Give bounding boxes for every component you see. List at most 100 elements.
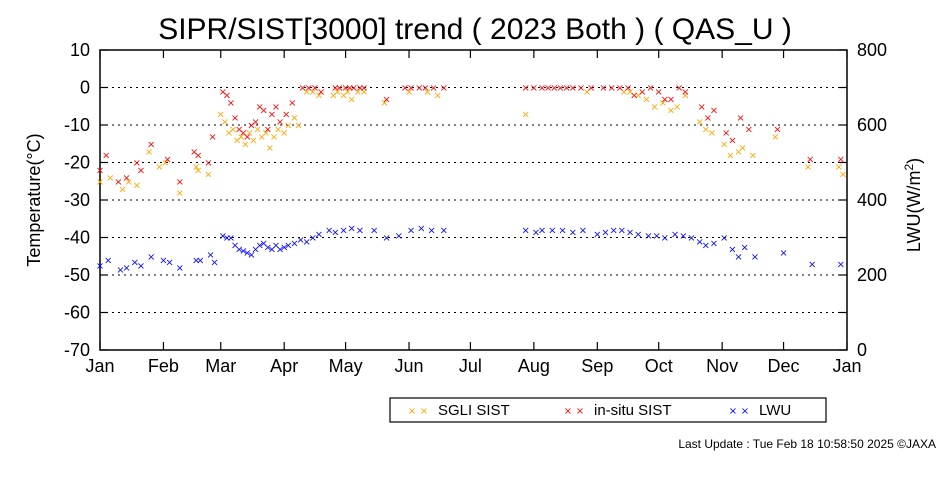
data-point: × (751, 252, 759, 263)
data-point: × (243, 248, 251, 259)
data-point: × (268, 244, 276, 255)
y-tick-label: -30 (64, 190, 90, 210)
data-point: × (659, 98, 667, 109)
data-point: × (245, 128, 253, 139)
data-point: × (309, 87, 317, 98)
data-point: × (356, 226, 364, 237)
x-tick-label: Apr (270, 356, 298, 376)
data-point: × (288, 98, 296, 109)
data-point: × (579, 226, 587, 237)
data-point: × (247, 250, 255, 261)
data-point: × (192, 162, 200, 173)
legend-box (389, 397, 827, 423)
data-point: × (804, 162, 812, 173)
chart-title: SIPR/SIST[3000] trend ( 2023 Both ) ( QA… (158, 13, 792, 46)
legend-marker: × (741, 406, 749, 417)
data-point: × (593, 229, 601, 240)
data-point: × (114, 177, 122, 188)
data-point: × (217, 109, 225, 120)
data-point: × (96, 177, 104, 188)
data-point: × (710, 106, 718, 117)
data-point: × (630, 91, 638, 102)
data-point: × (440, 226, 448, 237)
data-point: × (192, 256, 200, 267)
data-point: × (745, 124, 753, 135)
data-point: × (161, 158, 169, 169)
data-point: × (276, 117, 284, 128)
data-point: × (642, 94, 650, 105)
data-point: × (122, 173, 130, 184)
data-point: × (270, 132, 278, 143)
data-point: × (806, 154, 814, 165)
data-point: × (122, 263, 130, 274)
legend-marker: × (576, 406, 584, 417)
data-point: × (749, 151, 757, 162)
legend-marker: × (408, 406, 416, 417)
data-point: × (407, 83, 415, 94)
data-point: × (634, 229, 642, 240)
data-point: × (839, 169, 847, 180)
data-point: × (106, 173, 114, 184)
data-point: × (544, 83, 552, 94)
x-tick-label: Oct (645, 356, 673, 376)
left-y-axis: 10 0 -10 -20 -30 -40 -50 -60 -70 (64, 40, 847, 360)
right-axis-label-close: ) (904, 158, 924, 164)
data-point: × (331, 83, 339, 94)
data-point: × (260, 239, 268, 250)
data-point: × (155, 162, 163, 173)
data-point: × (380, 98, 388, 109)
data-point: × (264, 124, 272, 135)
data-point: × (147, 139, 155, 150)
data-point: × (726, 151, 734, 162)
data-point: × (382, 233, 390, 244)
x-tick-label: May (329, 356, 363, 376)
y-tick-label: -20 (64, 153, 90, 173)
data-point: × (587, 83, 595, 94)
data-point: × (159, 256, 167, 267)
data-point: × (290, 113, 298, 124)
data-point: × (421, 83, 429, 94)
data-point: × (233, 136, 241, 147)
data-point: × (354, 87, 362, 98)
data-point: × (133, 158, 141, 169)
data-point: × (401, 83, 409, 94)
data-point: × (257, 132, 265, 143)
data-point: × (722, 128, 730, 139)
data-point: × (356, 83, 364, 94)
data-point: × (204, 169, 212, 180)
data-point: × (331, 227, 339, 238)
data-point: × (734, 252, 742, 263)
data-point: × (773, 124, 781, 135)
data-point: × (204, 158, 212, 169)
data-point: × (740, 242, 748, 253)
data-point: × (370, 226, 378, 237)
data-point: × (736, 113, 744, 124)
data-point: × (210, 257, 218, 268)
data-point: × (771, 132, 779, 143)
data-point: × (646, 83, 654, 94)
data-point: × (440, 83, 448, 94)
y-tick-label: -60 (64, 303, 90, 323)
data-point: × (697, 102, 705, 113)
legend-label: SGLI SIST (438, 402, 510, 419)
data-point: × (251, 117, 259, 128)
data-point: × (227, 98, 235, 109)
data-point: × (272, 241, 280, 252)
data-point: × (661, 94, 669, 105)
left-axis-label: Temperature(°C) (24, 133, 44, 266)
data-point: × (176, 263, 184, 274)
data-point: × (728, 244, 736, 255)
data-point: × (395, 231, 403, 242)
data-point: × (235, 124, 243, 135)
data-point: × (808, 259, 816, 270)
data-point: × (538, 226, 546, 237)
data-point: × (219, 87, 227, 98)
data-point: × (624, 83, 632, 94)
data-point: × (433, 91, 441, 102)
data-point: × (176, 188, 184, 199)
data-point: × (550, 83, 558, 94)
data-point: × (429, 83, 437, 94)
legend-marker: × (564, 406, 572, 417)
y-tick-label: -10 (64, 115, 90, 135)
